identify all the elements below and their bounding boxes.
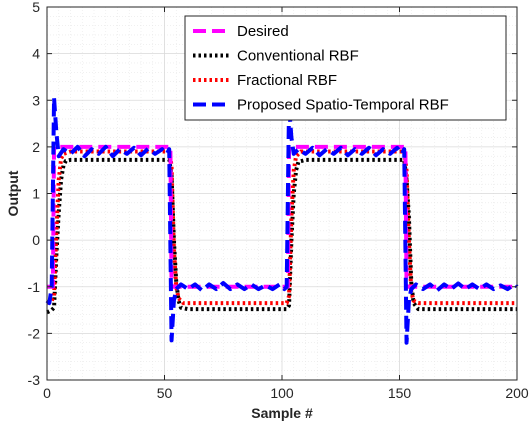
y-tick-label: 5 xyxy=(32,0,40,15)
series-layer xyxy=(45,95,519,345)
y-tick-label: 3 xyxy=(32,92,40,108)
axis-ticks xyxy=(46,6,518,381)
y-axis-label: Output xyxy=(5,170,21,216)
legend-label: Fractional RBF xyxy=(237,72,337,89)
y-tick-label: 2 xyxy=(32,139,40,155)
x-axis-label: Sample # xyxy=(251,405,313,421)
x-tick-label: 200 xyxy=(505,385,529,401)
y-tick-label: -3 xyxy=(28,372,41,388)
legend-label: Desired xyxy=(237,23,289,40)
y-tick-label: -2 xyxy=(28,325,41,341)
legend-label: Proposed Spatio-Temporal RBF xyxy=(237,97,449,114)
y-tick-label: 4 xyxy=(32,46,40,62)
tick-labels: 0 50 100 150 200 -3 -2 -1 0 1 2 3 4 5 xyxy=(28,0,529,401)
y-tick-label: 0 xyxy=(32,232,40,248)
x-tick-label: 0 xyxy=(43,385,51,401)
y-tick-label: 1 xyxy=(32,186,40,202)
legend-box xyxy=(184,15,507,121)
series-line-fractional-rbf xyxy=(46,149,517,306)
x-tick-label: 150 xyxy=(388,385,412,401)
legend-items: Desired Conventional RBF Fractional RBF Pro… xyxy=(193,23,449,114)
series-line-proposed-spatio-temporal-rbf xyxy=(45,95,519,345)
x-tick-label: 100 xyxy=(270,385,294,401)
y-tick-label: -1 xyxy=(28,279,41,295)
legend: Desired Conventional RBF Fractional RBF Pro… xyxy=(184,15,507,121)
legend-label: Conventional RBF xyxy=(237,48,359,65)
x-tick-label: 50 xyxy=(157,385,173,401)
